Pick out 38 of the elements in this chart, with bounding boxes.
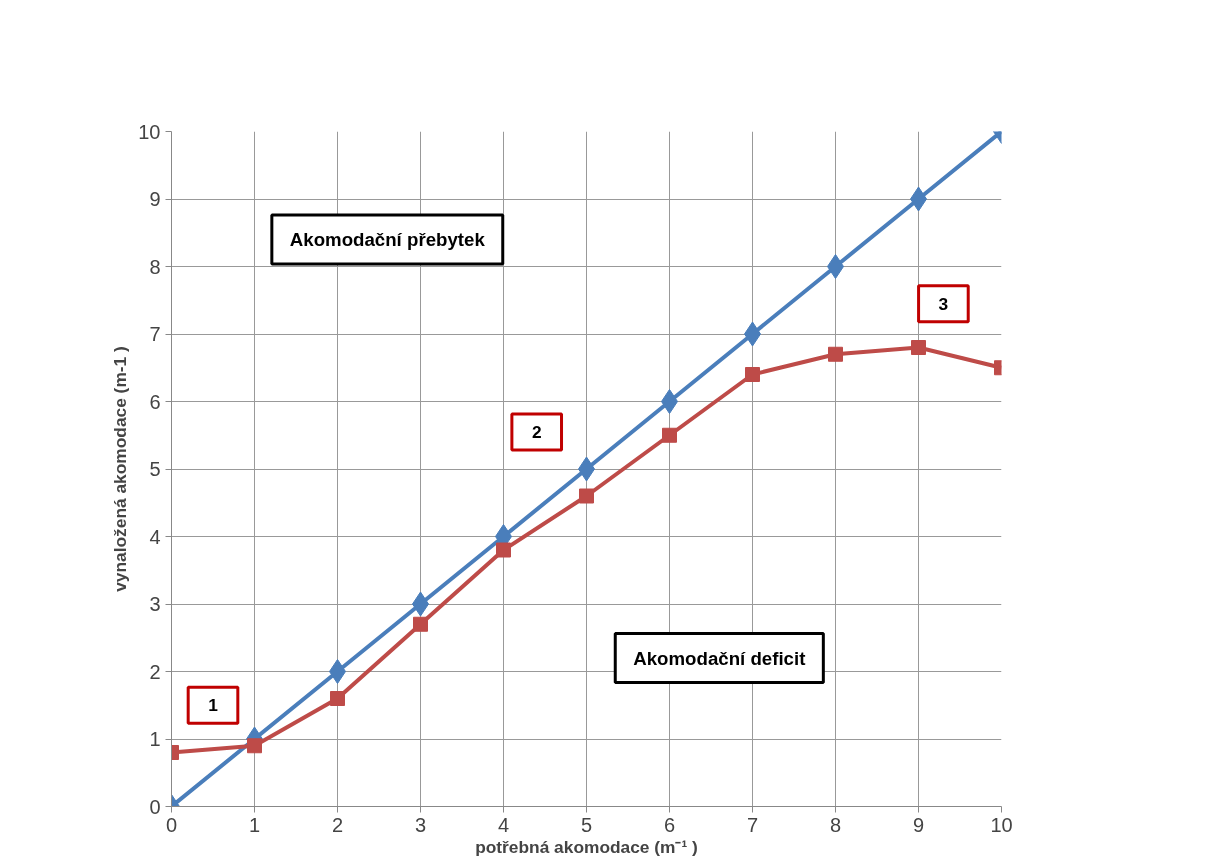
x-tick-label: 0: [165, 813, 178, 836]
point: [745, 367, 760, 382]
y-tick-label: 0: [149, 795, 161, 818]
x-tick-label: 2: [331, 813, 344, 836]
annotation: Akomodační přebytek: [289, 229, 486, 250]
point: [828, 346, 843, 362]
point: [579, 488, 594, 504]
y-tick-label: 9: [149, 188, 161, 210]
y-tick-label: 7: [149, 323, 161, 345]
y-tick-label: 4: [149, 525, 161, 548]
x-tick-label: 4: [497, 813, 510, 836]
point: [662, 427, 677, 443]
x-tick-label: 9: [912, 813, 925, 836]
point: [496, 542, 511, 558]
point: [911, 340, 926, 355]
annotation: Akomodační deficit: [633, 647, 806, 669]
y-tick-label: 8: [149, 255, 161, 278]
point: [413, 616, 428, 632]
annotation: 3: [938, 293, 949, 314]
y-tick-label: 2: [149, 660, 161, 683]
x-axis-title: potřebná akomodace (m⁻¹ ): [475, 836, 698, 857]
point: [247, 738, 262, 754]
x-tick-label: 5: [580, 813, 593, 836]
point: [330, 691, 345, 706]
annotation: 1: [208, 695, 219, 716]
y-axis-title: vynaložená akomodace (m-1 ): [110, 346, 131, 592]
x-tick-label: 1: [248, 813, 261, 836]
y-tick-label: 10: [138, 120, 161, 143]
annotation: 2: [531, 421, 542, 442]
y-tick-label: 1: [149, 728, 161, 750]
x-tick-label: 3: [414, 813, 427, 836]
y-tick-label: 5: [149, 458, 161, 480]
x-tick-label: 7: [746, 813, 759, 836]
x-tick-label: 10: [990, 813, 1013, 836]
x-tick-label: 8: [829, 813, 842, 836]
y-tick-label: 3: [149, 593, 161, 615]
x-tick-label: 6: [663, 813, 676, 836]
y-tick-label: 6: [149, 390, 161, 413]
